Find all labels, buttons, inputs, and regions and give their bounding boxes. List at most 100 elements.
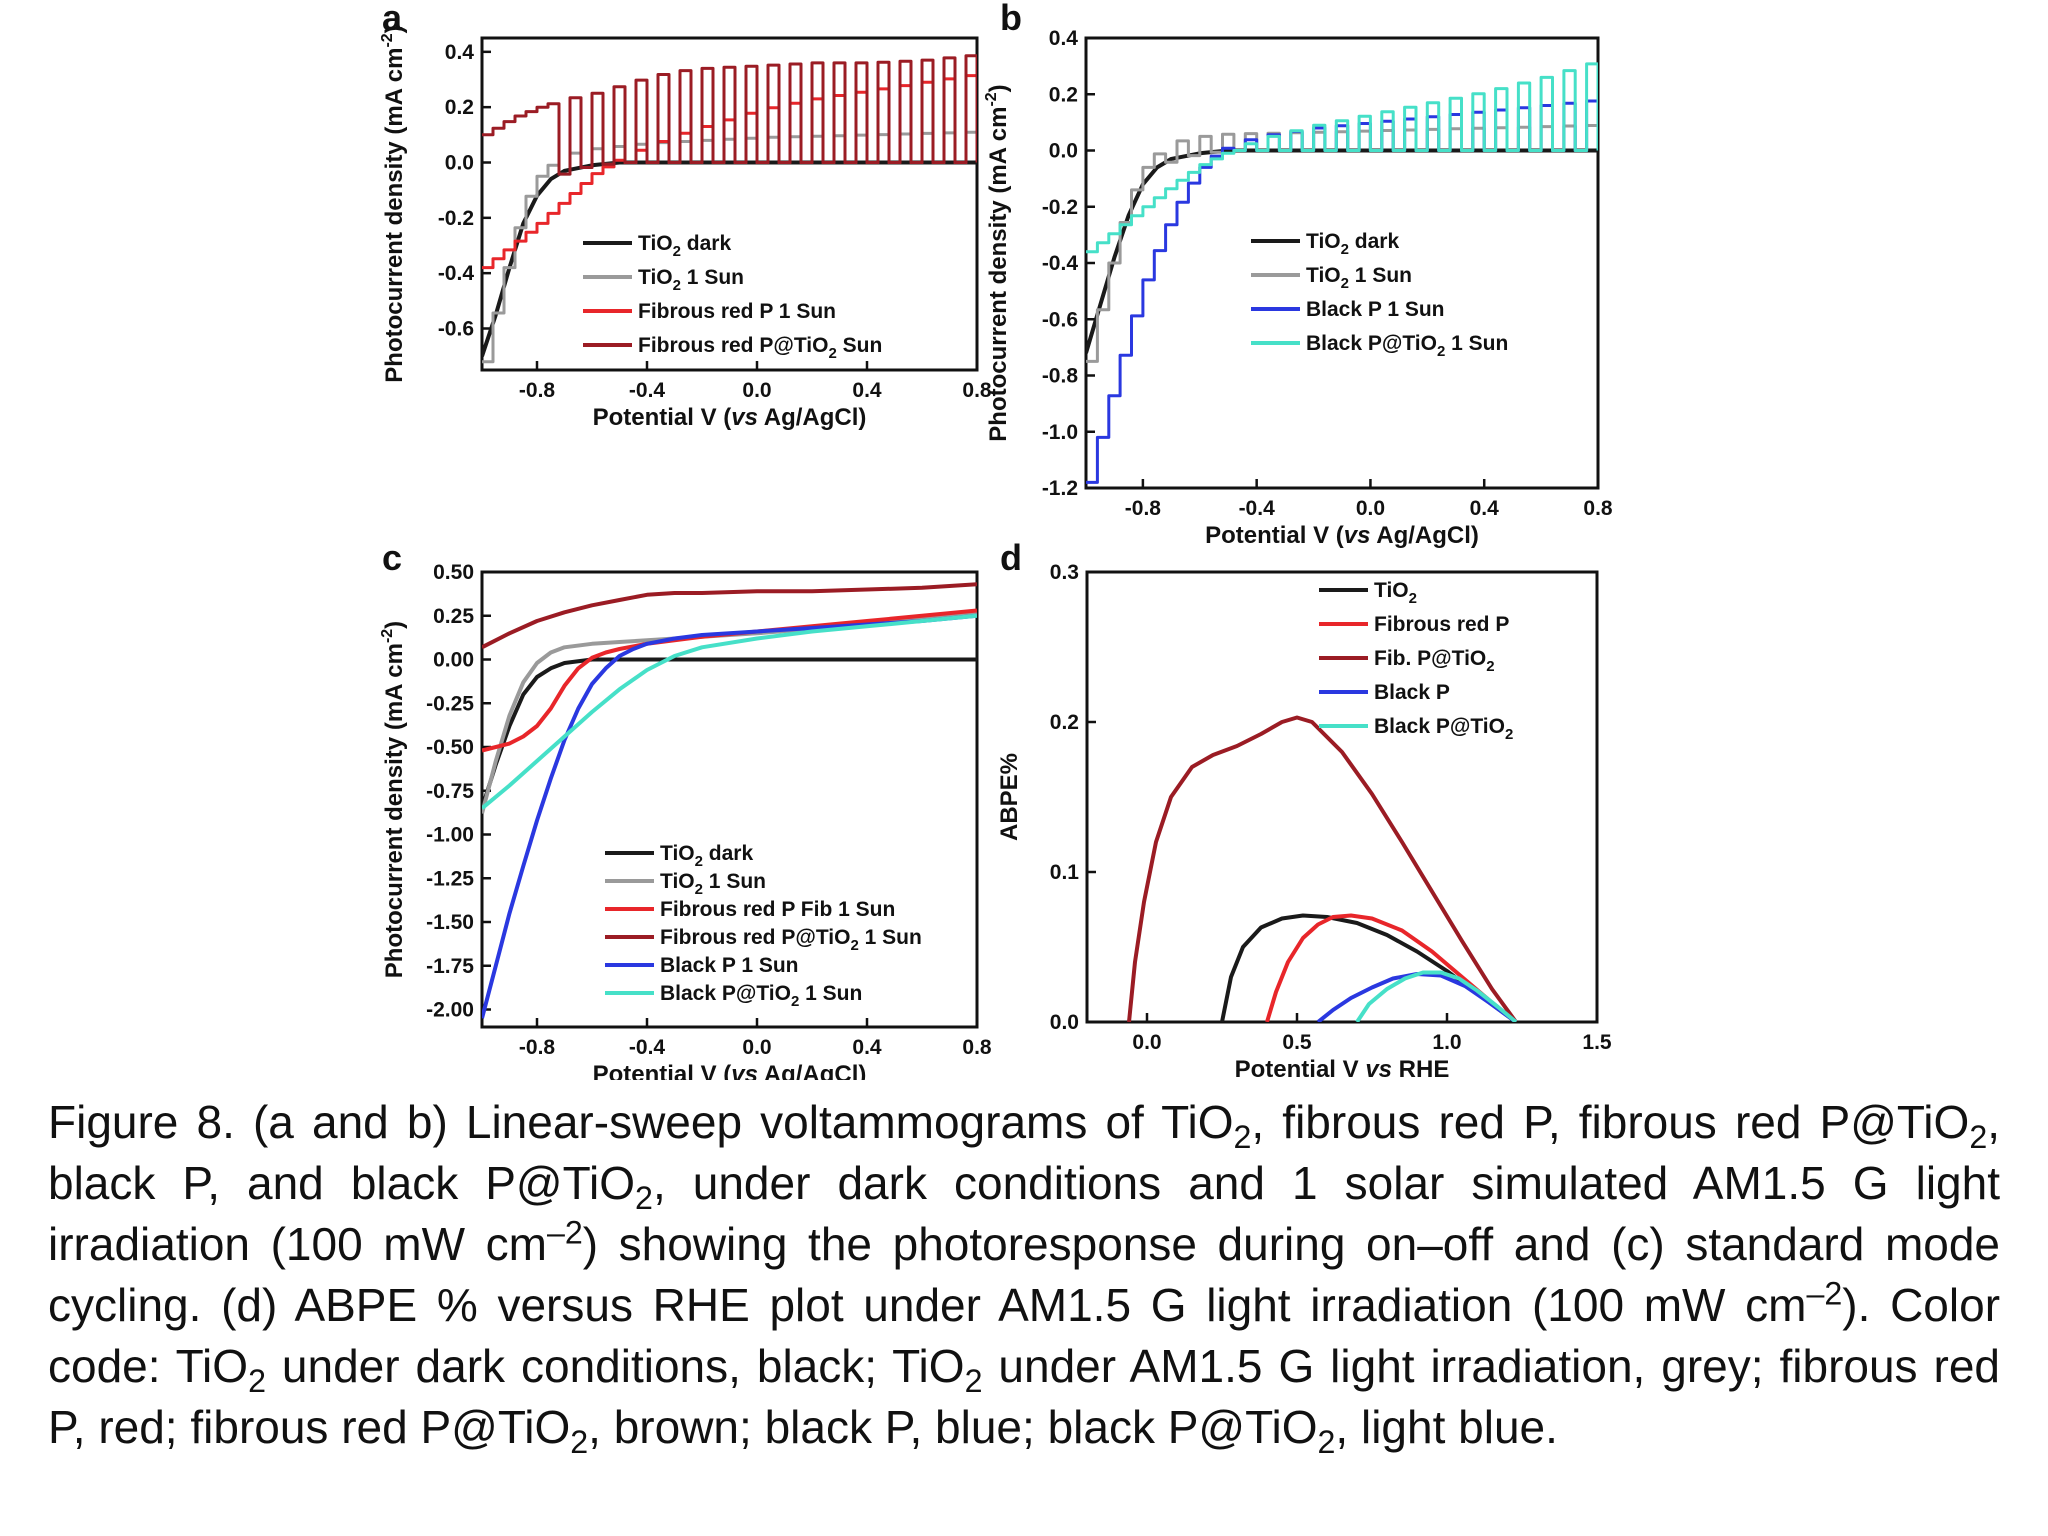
y-tick-label: -0.6 xyxy=(1042,308,1078,331)
x-tick-label: -0.8 xyxy=(1125,497,1162,520)
y-axis-label: ABPE% xyxy=(996,753,1023,841)
panel-a: a-0.8 -0.4 0.0 0.4 0.8-0.6-0.4-0.20.00.20.4P… xyxy=(379,0,992,431)
y-tick-label: -0.6 xyxy=(438,318,474,341)
x-tick-label: -0.4 xyxy=(1239,497,1276,520)
y-tick-label: -1.50 xyxy=(426,911,474,934)
figure-caption: Figure 8. (a and b) Linear-sweep voltamm… xyxy=(48,1092,2000,1458)
legend-label: TiO2 1 Sun xyxy=(1306,264,1412,292)
caption-subscript: 2 xyxy=(635,1180,653,1217)
legend-label: TiO2 1 Sun xyxy=(638,266,744,294)
y-tick-label: -0.50 xyxy=(426,736,474,759)
caption-subscript: 2 xyxy=(248,1363,266,1400)
caption-text: AM1.5 G light irradiation, grey; fibrous… xyxy=(48,1340,2001,1453)
series-line xyxy=(482,657,977,809)
x-tick-label: 0.4 xyxy=(1470,497,1500,520)
legend: TiO2 dark TiO2 1 Sun Fibrous red P 1 Sun Fi… xyxy=(583,232,882,362)
x-tick-label: 0.0 xyxy=(742,1036,771,1059)
y-tick-label: -0.4 xyxy=(1042,252,1079,275)
x-tick-label: 1.5 xyxy=(1582,1031,1612,1054)
y-tick-label: 0.3 xyxy=(1050,561,1079,584)
y-tick-label: -1.25 xyxy=(426,867,474,890)
y-tick-label: 0.4 xyxy=(1049,27,1079,50)
caption-text: , black P, and black P@TiO xyxy=(48,1096,2000,1209)
x-tick-label: -0.8 xyxy=(519,1036,556,1059)
legend-label: Fib. P@TiO2 xyxy=(1374,647,1495,675)
x-tick-label: 0.8 xyxy=(962,379,992,402)
y-tick-label: -0.4 xyxy=(438,262,475,285)
series-line xyxy=(1316,972,1518,1022)
y-tick-label: -1.0 xyxy=(1042,421,1078,444)
x-tick-label: 0.0 xyxy=(1356,497,1385,520)
caption-text: under xyxy=(982,1340,1117,1392)
caption-text: under dark conditions, black; TiO xyxy=(265,1340,965,1392)
plot-frame xyxy=(480,36,979,372)
series-line xyxy=(482,582,977,650)
legend-label: Black P 1 Sun xyxy=(1306,298,1445,321)
panel-letter: c xyxy=(382,537,402,578)
y-tick-label: -0.2 xyxy=(438,207,474,230)
caption-text: irradiation (100 mW cm xyxy=(1310,1279,1807,1331)
legend-label: Fibrous red P 1 Sun xyxy=(638,300,836,323)
caption-text: , brown; black P, xyxy=(588,1401,923,1453)
legend: TiO2 dark TiO2 1 Sun Black P 1 Sun Black P@… xyxy=(1251,230,1508,360)
legend-label: TiO2 1 Sun xyxy=(660,870,766,898)
x-tick-label: 0.4 xyxy=(852,379,882,402)
y-axis-label: Photocurrent density (mA cm-2) xyxy=(379,621,408,978)
caption-text: ) showing the photoresponse during on–of… xyxy=(582,1218,1494,1270)
x-tick-label: 0.4 xyxy=(852,1036,882,1059)
caption-superscript: –2 xyxy=(546,1214,583,1251)
series-line xyxy=(482,54,977,176)
y-tick-label: 0.0 xyxy=(1050,1011,1079,1034)
y-tick-label: -1.2 xyxy=(1042,477,1078,500)
caption-text: red P@TiO xyxy=(1734,1096,1970,1148)
y-tick-label: -0.75 xyxy=(426,780,474,803)
legend-label: TiO2 dark xyxy=(638,232,731,260)
caption-subscript: 2 xyxy=(1233,1119,1252,1156)
caption-text: , fibrous red P, fibrous xyxy=(1251,1096,1717,1148)
y-tick-label: 0.2 xyxy=(1050,711,1079,734)
caption-text: ). Color code: TiO xyxy=(48,1279,2001,1392)
legend-label: Black P xyxy=(1374,681,1450,704)
x-tick-label: 0.5 xyxy=(1282,1031,1312,1054)
x-axis-label: Potential V (vs Ag/AgCl) xyxy=(593,404,867,431)
legend-label: Black P@TiO2 1 Sun xyxy=(660,982,862,1010)
series-line xyxy=(1265,913,1518,1022)
caption-subscript: 2 xyxy=(1317,1424,1336,1461)
x-tick-label: 0.0 xyxy=(742,379,771,402)
caption-superscript: –2 xyxy=(1806,1275,1843,1312)
x-tick-label: 0.8 xyxy=(1583,497,1613,520)
y-tick-label: 0.0 xyxy=(445,152,474,175)
legend-label: Black P@TiO2 xyxy=(1374,715,1513,743)
legend-label: Black P 1 Sun xyxy=(660,954,799,977)
legend-label: Fibrous red P Fib 1 Sun xyxy=(660,898,895,921)
legend-label: Fibrous red P@TiO2 1 Sun xyxy=(660,926,922,954)
caption-subscript: 2 xyxy=(1969,1119,1988,1156)
panel-d: d 0.0 0.5 1.0 1.5 0.0 0.1 0.2 0.3 Potential V vs … xyxy=(996,537,1612,1080)
y-tick-label: 0.1 xyxy=(1050,861,1080,884)
y-tick-label: 0.2 xyxy=(445,96,474,119)
legend-label: TiO2 xyxy=(1374,579,1417,607)
figure-8-panels: a-0.8 -0.4 0.0 0.4 0.8-0.6-0.4-0.20.00.20.4P… xyxy=(379,0,1613,1080)
y-tick-label: -0.2 xyxy=(1042,196,1078,219)
legend-label: TiO2 dark xyxy=(660,842,753,870)
x-tick-label: -0.8 xyxy=(519,379,556,402)
y-tick-label: 0.2 xyxy=(1049,83,1078,106)
y-tick-label: 0.25 xyxy=(433,605,474,628)
x-axis-label: Potential V vs RHE xyxy=(1235,1056,1450,1080)
caption-subscript: 2 xyxy=(570,1424,589,1461)
x-tick-label: -0.4 xyxy=(629,1036,666,1059)
caption-text: AM1.5 G light irradiation (100 mW cm xyxy=(48,1157,2000,1270)
x-axis-label: Potential V (vs Ag/AgCl) xyxy=(593,1061,867,1080)
x-tick-label: -0.4 xyxy=(629,379,666,402)
x-tick-label: 0.0 xyxy=(1132,1031,1161,1054)
series-line xyxy=(482,613,977,1019)
caption-subscript: 2 xyxy=(964,1363,983,1400)
caption-text: , light blue. xyxy=(1335,1401,1558,1453)
legend-label: TiO2 dark xyxy=(1306,230,1399,258)
caption-text: blue; black P@TiO xyxy=(935,1401,1318,1453)
panel-letter: b xyxy=(1000,0,1022,38)
y-axis-label: Photocurrent density (mA cm-2) xyxy=(983,84,1012,441)
legend-label: Fibrous red P xyxy=(1374,613,1509,636)
caption-text: , under dark conditions and 1 solar simu… xyxy=(652,1157,1669,1209)
